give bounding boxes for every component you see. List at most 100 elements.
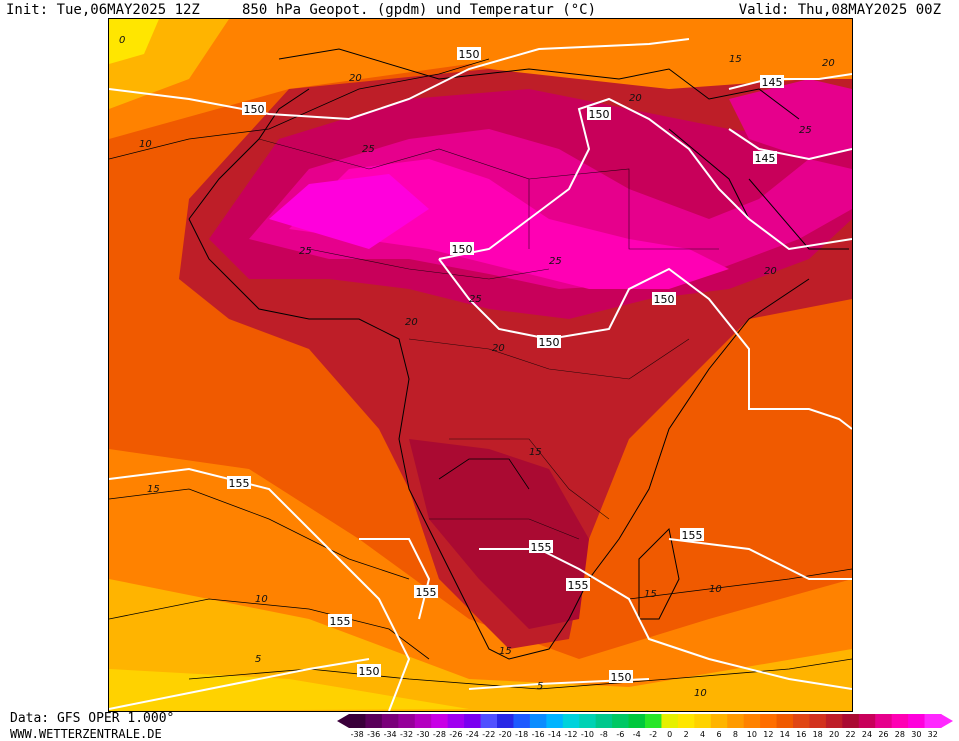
geopot-label: 150 (244, 103, 265, 116)
legend-swatch (595, 714, 613, 728)
legend-tick-label: 20 (829, 730, 839, 738)
color-legend: -38 -36 -34 -32 -30 -28 -26 -24 -22 -20 -18 -16 -14-… (335, 712, 957, 738)
legend-tick-label: -16 (532, 730, 545, 738)
weather-map: 150 150 150 150 150 145 145 150 155 155 … (108, 18, 853, 712)
legend-swatch (875, 714, 893, 728)
geopot-label: 150 (654, 293, 675, 306)
temp-label: 5 (537, 681, 543, 692)
legend-swatch (677, 714, 695, 728)
legend-tick-label: -30 (416, 730, 429, 738)
legend-tick-label: -24 (466, 730, 479, 738)
legend-swatch (727, 714, 745, 728)
legend-tick-label: 6 (716, 730, 721, 738)
legend-swatch (381, 714, 399, 728)
temp-label: 25 (299, 246, 312, 257)
temp-label: 15 (644, 589, 657, 600)
legend-swatch (825, 714, 843, 728)
temp-label: 10 (255, 594, 268, 605)
legend-tick-label: -32 (400, 730, 413, 738)
legend-tick-label: -18 (515, 730, 528, 738)
legend-tick-label: -34 (384, 730, 397, 738)
geopot-label: 150 (452, 243, 473, 256)
geopot-label: 155 (330, 615, 351, 628)
legend-tick-label: -12 (564, 730, 577, 738)
geopot-label: 155 (568, 579, 589, 592)
temp-label: 10 (694, 688, 707, 699)
temp-label: 15 (729, 54, 742, 65)
geopotential-contours (109, 38, 852, 711)
legend-arrow-right (941, 714, 953, 728)
temp-band-arabia-hot (729, 79, 852, 159)
legend-tick-label: 10 (747, 730, 757, 738)
legend-swatch (579, 714, 597, 728)
legend-swatch (858, 714, 876, 728)
legend-swatch (710, 714, 728, 728)
data-source: Data: GFS OPER 1.000° (10, 711, 175, 726)
legend-swatch (562, 714, 580, 728)
legend-tick-label: -14 (548, 730, 561, 738)
geopot-label: 145 (755, 152, 776, 165)
temp-label: 10 (139, 139, 152, 150)
legend-tick-label: 30 (911, 730, 921, 738)
legend-swatch (349, 714, 366, 728)
geopot-label: 150 (589, 108, 610, 121)
temp-label: 20 (349, 73, 362, 84)
temp-label: 10 (709, 584, 722, 595)
legend-tick-label: 0 (667, 730, 672, 738)
temp-label: 25 (799, 125, 812, 136)
legend-swatch (497, 714, 514, 728)
legend-swatch (760, 714, 778, 728)
temp-label: 20 (822, 58, 835, 69)
legend-swatch (480, 714, 498, 728)
legend-colorbar: -38 -36 -34 -32 -30 -28 -26 -24 -22 -20 -18 -16 -14-… (337, 714, 953, 738)
temperature-field: 150 150 150 150 150 145 145 150 155 155 … (109, 19, 852, 711)
legend-swatch (365, 714, 383, 728)
temp-band-sahel-max (269, 174, 429, 249)
legend-tick-label: 26 (878, 730, 888, 738)
legend-swatch (513, 714, 531, 728)
legend-swatch (891, 714, 909, 728)
temperature-labels: 20 25 25 25 25 20 20 20 20 20 25 15 15 1… (119, 35, 835, 699)
legend-swatch (694, 714, 712, 728)
legend-swatch (645, 714, 662, 728)
legend-swatch (414, 714, 432, 728)
temp-band-southwest-cold (109, 669, 469, 711)
temp-label: 20 (629, 93, 642, 104)
legend-tick-label: 8 (733, 730, 738, 738)
legend-tick-label: 12 (763, 730, 773, 738)
geopotential-labels: 150 150 150 150 150 145 145 150 155 155 … (227, 47, 784, 684)
temp-label: 25 (549, 256, 562, 267)
geopot-label: 155 (531, 541, 552, 554)
temp-band-northwest-cold (109, 19, 159, 64)
temp-band-south-cold (109, 579, 852, 711)
map-title: 850 hPa Geopot. (gpdm) und Temperatur (°… (242, 2, 597, 18)
temp-label: 20 (492, 343, 505, 354)
geopot-label: 150 (459, 48, 480, 61)
legend-tick-label: 22 (845, 730, 855, 738)
legend-tick-label: -22 (482, 730, 495, 738)
temp-band-southern-africa (409, 439, 589, 629)
legend-tick-label: -4 (633, 730, 641, 738)
temp-band-north-cool (109, 19, 852, 149)
temp-label: 25 (362, 144, 375, 155)
geopot-label: 150 (611, 671, 632, 684)
legend-swatch (464, 714, 482, 728)
legend-tick-label: -10 (581, 730, 594, 738)
legend-tick-label: -36 (367, 730, 380, 738)
temp-label: 25 (469, 294, 482, 305)
website-label: WWW.WETTERZENTRALE.DE (10, 727, 162, 741)
legend-swatch (776, 714, 794, 728)
geopot-label: 155 (682, 529, 703, 542)
legend-tick-label: -38 (351, 730, 364, 738)
legend-tick-label: 4 (700, 730, 705, 738)
legend-swatch (447, 714, 465, 728)
temp-label: 20 (405, 317, 418, 328)
legend-swatch (908, 714, 926, 728)
legend-swatch (924, 714, 942, 728)
temp-label: 15 (529, 447, 542, 458)
legend-swatch (743, 714, 761, 728)
legend-swatch (612, 714, 630, 728)
legend-tick-label: 18 (813, 730, 823, 738)
legend-swatch (398, 714, 416, 728)
geopot-label: 155 (416, 586, 437, 599)
